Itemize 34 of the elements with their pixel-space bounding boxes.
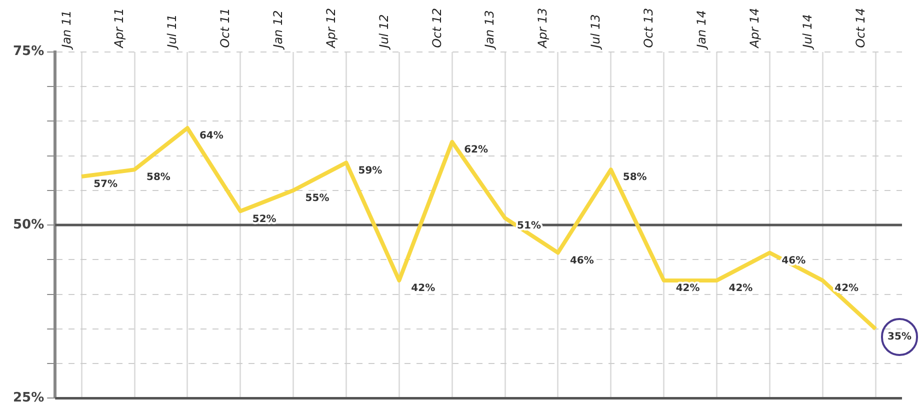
data-label: 42% — [411, 283, 436, 294]
x-tick-label: Oct 11 — [218, 8, 232, 48]
data-label: 42% — [676, 283, 700, 294]
data-label: 57% — [94, 179, 118, 190]
data-label: 51% — [517, 220, 541, 232]
x-tick-label: Jan 11 — [59, 10, 74, 50]
x-tick-label: Oct 14 — [853, 8, 868, 48]
data-label: 46% — [570, 255, 594, 266]
x-tick-label: Jul 12 — [376, 14, 391, 50]
y-tick-label: 25% — [12, 390, 44, 406]
x-tick-label: Oct 12 — [430, 8, 444, 48]
x-tick-label: Jan 14 — [694, 10, 708, 50]
x-tick-label: Apr 11 — [112, 8, 126, 49]
data-label: 58% — [622, 172, 647, 184]
data-label: 55% — [305, 192, 330, 204]
y-tick-label: 50% — [12, 217, 44, 232]
x-tick-label: Apr 14 — [747, 8, 762, 49]
x-tick-label: Jul 13 — [588, 14, 603, 50]
data-label: 62% — [464, 144, 488, 156]
x-tick-label: Jan 12 — [271, 10, 286, 50]
data-label: 35% — [888, 332, 912, 343]
data-label: 42% — [728, 283, 753, 294]
x-tick-label: Jul 14 — [800, 14, 814, 50]
data-label: 52% — [252, 214, 276, 225]
x-tick-label: Jan 13 — [482, 10, 497, 50]
x-tick-label: Apr 12 — [324, 8, 338, 49]
data-label: 58% — [146, 172, 170, 184]
data-label: 42% — [834, 283, 859, 294]
y-tick-label: 75% — [12, 44, 44, 60]
x-tick-label: Apr 13 — [536, 8, 550, 49]
data-label: 64% — [199, 130, 224, 142]
x-tick-label: Oct 13 — [642, 8, 656, 48]
x-tick-label: Jul 11 — [165, 14, 180, 50]
data-label: 59% — [358, 165, 382, 176]
